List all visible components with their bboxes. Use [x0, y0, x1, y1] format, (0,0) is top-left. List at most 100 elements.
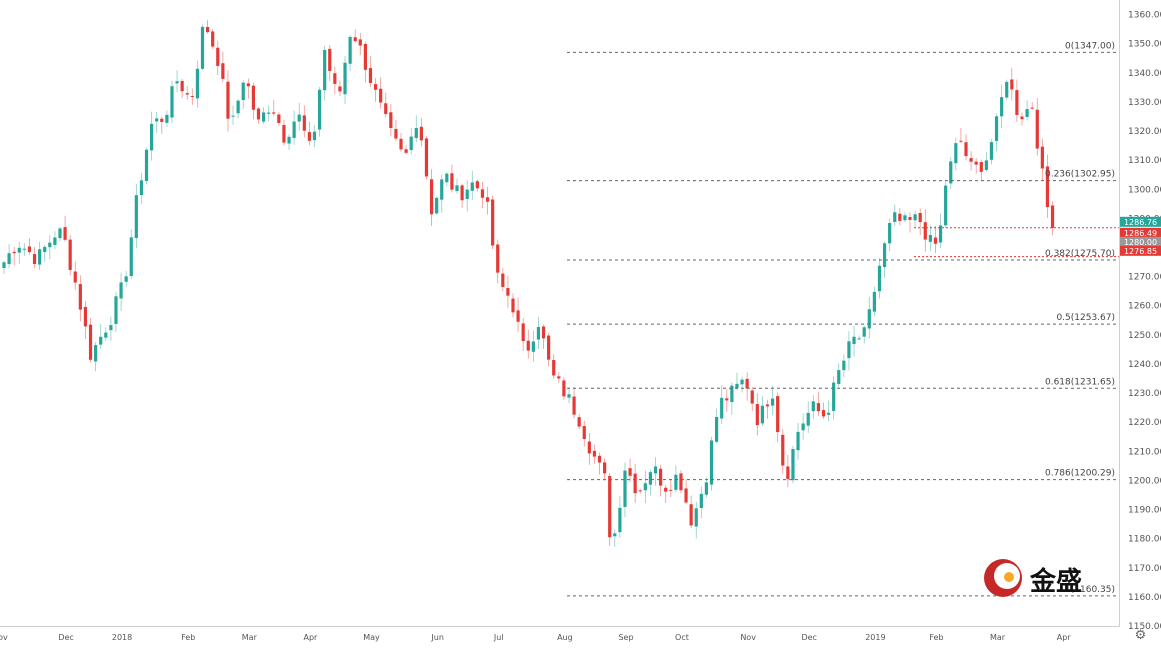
- candle-body: [979, 162, 983, 172]
- candle-body: [928, 234, 932, 242]
- candle-body: [755, 404, 759, 426]
- candle-body: [592, 450, 597, 457]
- candle-body: [470, 182, 474, 191]
- candle-body: [944, 185, 948, 226]
- time-tick-label: Aug: [557, 633, 573, 642]
- candle-body: [282, 125, 286, 143]
- candle-body: [78, 284, 82, 310]
- candle-body: [1005, 81, 1009, 98]
- candle-body: [653, 466, 658, 474]
- price-tick-label: 1360.00: [1128, 11, 1161, 21]
- candle-body: [882, 243, 887, 268]
- candle-body: [623, 470, 627, 507]
- candle-body: [597, 455, 602, 463]
- time-tick-label: Dec: [58, 633, 73, 642]
- jinsheng-logo-icon: [984, 559, 1022, 597]
- candle-body: [628, 468, 632, 476]
- candle-body: [124, 276, 128, 282]
- candle-body: [740, 379, 744, 385]
- candle-body: [348, 36, 352, 64]
- candle-body: [511, 298, 515, 313]
- time-tick-label: Mar: [990, 633, 1006, 642]
- candle-body: [394, 128, 398, 139]
- fib-level-label: 0.786(1200.29): [1045, 469, 1115, 479]
- candle-body: [536, 326, 541, 340]
- price-tick-label: 1260.00: [1128, 302, 1161, 312]
- price-tick-label: 1180.00: [1128, 535, 1161, 545]
- candle-body: [638, 490, 642, 492]
- candle-body: [643, 483, 647, 491]
- candle-body: [857, 338, 861, 340]
- candle-body: [429, 179, 434, 215]
- candle-body: [648, 472, 653, 485]
- candle-body: [246, 83, 250, 87]
- price-tick-label: 1170.00: [1128, 564, 1161, 574]
- candle-body: [669, 489, 673, 491]
- candle-body: [1025, 109, 1029, 117]
- candle-body: [933, 237, 938, 244]
- price-tick-label: 1190.00: [1128, 506, 1161, 516]
- candle-body: [526, 340, 530, 351]
- candle-body: [1015, 90, 1019, 115]
- candle-body: [256, 108, 261, 120]
- candle-body: [735, 383, 739, 389]
- candle-body: [231, 115, 235, 117]
- price-marker-badge: [1120, 236, 1161, 247]
- price-tick-label: 1350.00: [1128, 40, 1161, 50]
- candle-body: [521, 323, 525, 342]
- candle-body: [801, 423, 805, 431]
- candle-body: [516, 310, 520, 322]
- candle-body: [837, 370, 841, 385]
- candle-body: [368, 68, 373, 83]
- candle-body: [445, 173, 449, 183]
- candle-body: [776, 396, 780, 433]
- candle-body: [109, 325, 113, 331]
- candle-body: [287, 136, 291, 144]
- candle-body: [689, 504, 693, 526]
- candle-body: [226, 81, 230, 119]
- candle-body: [994, 116, 999, 141]
- price-marker-label: 1280.00: [1124, 238, 1157, 247]
- candle-body: [297, 114, 301, 122]
- candle-body: [424, 138, 429, 177]
- candle-body: [603, 462, 607, 474]
- candle-body: [175, 81, 179, 84]
- candle-body: [811, 401, 815, 412]
- candle-body: [134, 195, 138, 239]
- candle-body: [399, 138, 403, 150]
- candle-body: [893, 212, 897, 222]
- candle-body: [251, 85, 256, 110]
- candle-body: [267, 112, 271, 114]
- price-tick-label: 1220.00: [1128, 418, 1161, 428]
- fib-level-label: 1(1160.35): [1065, 585, 1115, 595]
- candle-body: [806, 412, 810, 426]
- candle-body: [1050, 205, 1055, 228]
- price-tick-label: 1210.00: [1128, 447, 1161, 457]
- candle-body: [964, 142, 968, 157]
- candle-body: [353, 37, 357, 42]
- candle-body: [832, 382, 836, 411]
- candle-body: [862, 327, 866, 337]
- candle-body: [389, 112, 393, 129]
- price-tick-label: 1150.00: [1128, 622, 1161, 632]
- candle-body: [786, 466, 790, 479]
- candle-body: [1035, 109, 1039, 149]
- candle-body: [577, 417, 581, 427]
- candle-body: [679, 473, 683, 491]
- time-tick-label: May: [363, 633, 380, 642]
- candle-body: [954, 143, 958, 164]
- candle-body: [328, 48, 332, 71]
- time-tick-label: Feb: [181, 633, 195, 642]
- candle-body: [664, 487, 668, 492]
- candle-body: [842, 360, 846, 371]
- candle-body: [725, 398, 729, 401]
- candle-body: [73, 271, 77, 283]
- settings-gear-icon[interactable]: ⚙: [1134, 628, 1147, 643]
- candle-body: [974, 161, 978, 165]
- candle-body: [552, 360, 556, 376]
- time-tick-label: Apr: [1057, 633, 1072, 642]
- fib-level-label: 0.618(1231.65): [1045, 377, 1115, 387]
- candle-body: [541, 326, 546, 339]
